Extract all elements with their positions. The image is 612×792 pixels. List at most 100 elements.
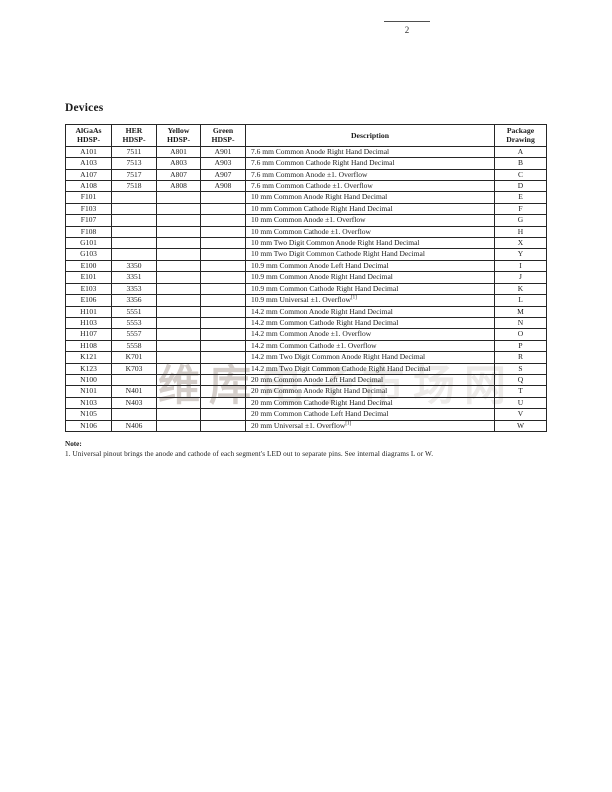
cell-package-drawing: O — [494, 328, 547, 341]
cell-yellow-part: A803 — [156, 157, 201, 170]
cell-green-part — [200, 419, 246, 432]
cell-description: 20 mm Common Anode Right Hand Decimal — [245, 385, 495, 398]
cell-package-drawing: F — [494, 202, 547, 216]
cell-green-part — [200, 316, 246, 330]
cell-description: 10 mm Common Cathode Right Hand Decimal — [245, 202, 495, 216]
device-row: N101 N401 20 mm Common Anode Right Hand … — [65, 385, 547, 398]
cell-algaas-part: E100 — [65, 259, 112, 273]
cell-algaas-part: E101 — [65, 271, 112, 284]
cell-yellow-part — [156, 248, 201, 261]
device-row: F103 10 mm Common Cathode Right Hand Dec… — [65, 202, 547, 216]
cell-green-part — [200, 373, 246, 387]
cell-green-part — [200, 351, 246, 364]
cell-algaas-part: N103 — [65, 396, 112, 410]
cell-yellow-part — [156, 282, 201, 296]
cell-algaas-part: A101 — [65, 145, 112, 159]
devices-table: AlGaAs HDSP- HER HDSP- Yellow HDSP- Green HD… — [65, 124, 547, 432]
page-number-rule — [384, 21, 430, 22]
cell-description: 14.2 mm Common Cathode Right Hand Decima… — [245, 316, 495, 330]
cell-yellow-part: A808 — [156, 180, 201, 193]
cell-green-part — [200, 362, 246, 375]
cell-green-part — [200, 214, 246, 227]
cell-description: 10 mm Two Digit Common Cathode Right Han… — [245, 248, 495, 261]
cell-her-part: 5557 — [111, 328, 157, 341]
cell-algaas-part: H101 — [65, 305, 112, 318]
cell-yellow-part — [156, 316, 201, 330]
cell-green-part — [200, 225, 246, 239]
cell-description: 14.2 mm Two Digit Common Anode Right Han… — [245, 351, 495, 364]
device-row: A103 7513 A803 A903 7.6 mm Common Cathod… — [65, 157, 547, 170]
cell-description: 20 mm Universal ±1. Overflow[1] — [245, 419, 495, 432]
cell-algaas-part: F101 — [65, 191, 112, 204]
note-reference: [1] — [350, 295, 357, 301]
cell-green-part — [200, 294, 246, 307]
cell-description: 20 mm Common Cathode Right Hand Decimal — [245, 396, 495, 410]
column-header-algaas: AlGaAs HDSP- — [65, 124, 112, 147]
cell-algaas-part: H107 — [65, 328, 112, 341]
cell-her-part — [111, 191, 157, 204]
device-row: H108 5558 14.2 mm Common Cathode ±1. Ove… — [65, 339, 547, 353]
device-row: E100 3350 10.9 mm Common Anode Left Hand… — [65, 259, 547, 273]
device-row: A108 7518 A808 A908 7.6 mm Common Cathod… — [65, 180, 547, 193]
cell-yellow-part: A807 — [156, 168, 201, 182]
cell-yellow-part — [156, 202, 201, 216]
cell-green-part: A907 — [200, 168, 246, 182]
column-header-her: HER HDSP- — [111, 124, 157, 147]
cell-package-drawing: G — [494, 214, 547, 227]
cell-green-part — [200, 328, 246, 341]
cell-description: 7.6 mm Common Anode Right Hand Decimal — [245, 145, 495, 159]
cell-description: 20 mm Common Cathode Left Hand Decimal — [245, 408, 495, 421]
device-row: H107 5557 14.2 mm Common Anode ±1. Overf… — [65, 328, 547, 341]
cell-description: 10 mm Two Digit Common Anode Right Hand … — [245, 237, 495, 250]
cell-algaas-part: N106 — [65, 419, 112, 432]
devices-table-body: A101 7511 A801 A901 7.6 mm Common Anode … — [65, 145, 547, 432]
cell-package-drawing: K — [494, 282, 547, 296]
cell-algaas-part: H103 — [65, 316, 112, 330]
cell-green-part — [200, 237, 246, 250]
cell-algaas-part: A103 — [65, 157, 112, 170]
cell-her-part: 3356 — [111, 294, 157, 307]
device-row: F108 10 mm Common Cathode ±1. Overflow H — [65, 225, 547, 239]
cell-description: 10 mm Common Anode ±1. Overflow — [245, 214, 495, 227]
device-row: E101 3351 10.9 mm Common Anode Right Han… — [65, 271, 547, 284]
device-row: K121 K701 14.2 mm Two Digit Common Anode… — [65, 351, 547, 364]
cell-algaas-part: F107 — [65, 214, 112, 227]
cell-her-part: 7513 — [111, 157, 157, 170]
cell-green-part — [200, 259, 246, 273]
cell-algaas-part: F108 — [65, 225, 112, 239]
cell-package-drawing: C — [494, 168, 547, 182]
cell-yellow-part — [156, 385, 201, 398]
cell-algaas-part: E103 — [65, 282, 112, 296]
note-text: 1. Universal pinout brings the anode and… — [65, 449, 434, 458]
cell-package-drawing: J — [494, 271, 547, 284]
cell-yellow-part — [156, 237, 201, 250]
cell-package-drawing: T — [494, 385, 547, 398]
device-row: N106 N406 20 mm Universal ±1. Overflow[1… — [65, 419, 547, 432]
cell-description: 10 mm Common Cathode ±1. Overflow — [245, 225, 495, 239]
cell-green-part — [200, 191, 246, 204]
cell-her-part — [111, 225, 157, 239]
device-row: E103 3353 10.9 mm Common Cathode Right H… — [65, 282, 547, 296]
cell-her-part: N401 — [111, 385, 157, 398]
cell-yellow-part — [156, 225, 201, 239]
note-label: Note: — [65, 440, 82, 448]
cell-her-part — [111, 408, 157, 421]
cell-her-part: 7511 — [111, 145, 157, 159]
cell-green-part — [200, 408, 246, 421]
cell-yellow-part — [156, 271, 201, 284]
cell-algaas-part: K121 — [65, 351, 112, 364]
cell-green-part — [200, 248, 246, 261]
cell-yellow-part — [156, 362, 201, 375]
cell-package-drawing: S — [494, 362, 547, 375]
cell-her-part — [111, 237, 157, 250]
cell-her-part: 5551 — [111, 305, 157, 318]
device-row: H103 5553 14.2 mm Common Cathode Right H… — [65, 316, 547, 330]
device-row: G101 10 mm Two Digit Common Anode Right … — [65, 237, 547, 250]
cell-green-part — [200, 396, 246, 410]
cell-description: 20 mm Common Anode Left Hand Decimal — [245, 373, 495, 387]
cell-green-part — [200, 282, 246, 296]
cell-package-drawing: V — [494, 408, 547, 421]
cell-description: 7.6 mm Common Anode ±1. Overflow — [245, 168, 495, 182]
cell-her-part: 7517 — [111, 168, 157, 182]
